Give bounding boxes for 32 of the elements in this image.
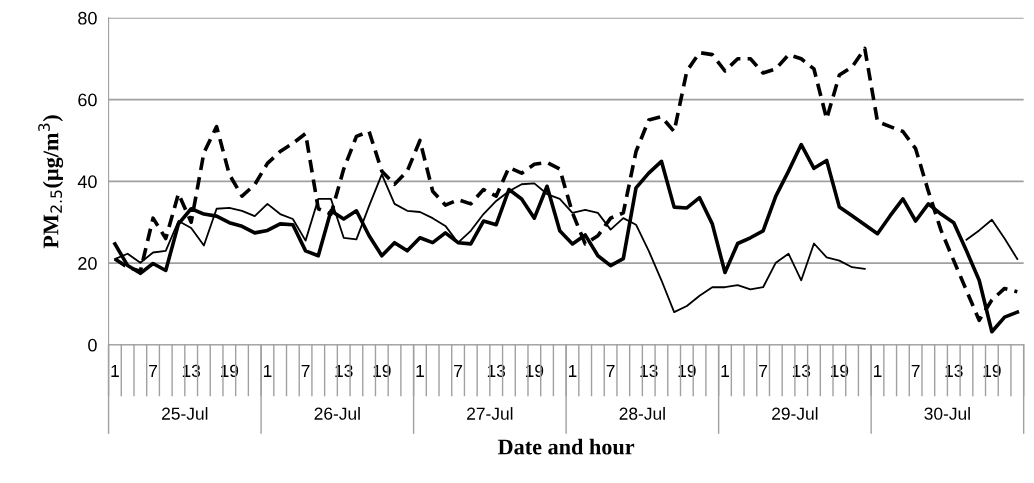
x-tick-label: 1 (416, 364, 424, 377)
text: 27-Jul (467, 407, 513, 420)
x-axis-title: Date and hour (497, 438, 635, 455)
y-tick-label: 0 (88, 338, 97, 352)
x-tick-label: 1 (263, 364, 272, 377)
text: 25-Jul (162, 407, 208, 420)
x-tick-label: 1 (568, 364, 577, 377)
x-tick-label: 13 (945, 364, 963, 378)
x-tick-label: 1 (874, 364, 882, 377)
y-tick-label: 20 (78, 257, 97, 270)
x-tick-label: 7 (606, 364, 615, 377)
y-axis-title: PM$_{2.5}$(µg/m$^{3}$) (38, 115, 64, 249)
x-tick-label: 1 (721, 364, 729, 377)
x-tick-label: 7 (759, 364, 768, 377)
y-tick-label: 60 (78, 93, 97, 107)
text: 28-Jul (619, 407, 665, 420)
x-tick-label: 19 (373, 364, 391, 378)
x-tick-label: 13 (335, 364, 353, 378)
text: 30-Jul (924, 407, 970, 420)
x-tick-label: 19 (983, 364, 1001, 378)
x-tick-label: 19 (678, 364, 696, 378)
y-tick-label: 80 (78, 11, 97, 25)
x-tick-label: 7 (454, 364, 463, 377)
text: 29-Jul (772, 407, 818, 420)
x-tick-label: 7 (149, 364, 158, 377)
x-tick-label: 13 (640, 364, 658, 378)
x-tick-label: 1 (111, 364, 119, 377)
y-tick-label: 40 (77, 175, 97, 189)
x-tick-label: 19 (831, 364, 849, 378)
text: 26-Jul (314, 407, 360, 420)
x-tick-label: 7 (301, 364, 310, 377)
x-tick-label: 7 (911, 364, 920, 377)
